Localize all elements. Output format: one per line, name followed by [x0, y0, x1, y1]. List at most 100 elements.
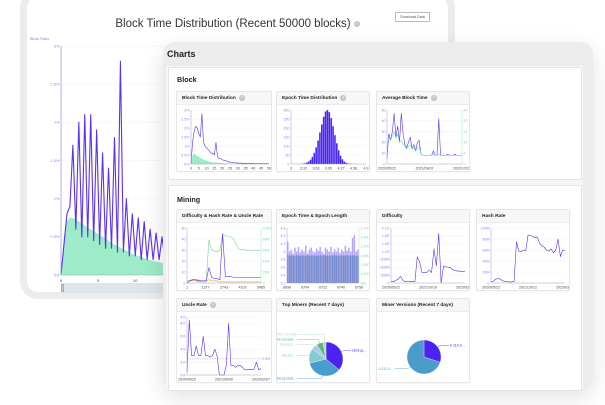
bar [347, 163, 349, 164]
top-miners-pie-chart: ckb1qz... ckb1qvda8... ckb1qz... ckb1qza...… [277, 333, 366, 381]
y-tick-label: 900M [381, 258, 390, 262]
help-icon[interactable]: ? [340, 94, 347, 101]
bar [313, 152, 316, 164]
miner-versions-pie-chart: 0.110.0 ... 0.111.0 ... [379, 339, 466, 375]
label-leader [297, 344, 315, 347]
bar [290, 255, 293, 283]
bar [317, 140, 319, 164]
y2-tick-label: 16 [464, 141, 468, 145]
bar [337, 255, 339, 283]
difficulty-hash-uncle-chart: 0 10 20 30 40 50 0 20M 40M 60M 80M 100M 1 1377 2743 410… [182, 226, 272, 290]
y-tick-label: 100M [481, 226, 490, 230]
bar [309, 159, 312, 164]
y2-tick-label: 20M [263, 270, 270, 274]
bar [324, 111, 327, 164]
card-difficulty-hash-uncle[interactable]: Difficulty & Hash Rate & Uncle Rate 0 10 2… [176, 209, 272, 291]
bar [335, 255, 338, 283]
card-header: Block Time Distribution? [177, 92, 271, 105]
x-tick-label: 25 [228, 167, 232, 171]
bar [355, 255, 357, 283]
y2-tick-label: 2,100 [361, 245, 370, 249]
y-tick-label: 250 [284, 117, 290, 121]
bar [292, 255, 294, 283]
y-tick-label: 0 [388, 281, 390, 285]
help-icon[interactable]: ? [430, 94, 437, 101]
line-series [187, 279, 261, 283]
bar [328, 255, 330, 283]
card-difficulty[interactable]: Difficulty 0 300M 600M 900M 1.2G 1.5G 1.8G 2.1G… [376, 209, 470, 291]
y2-tick-label: 0 [263, 281, 265, 285]
x-tick-label: 6704 [301, 286, 309, 290]
y2-tick-label: 40 [464, 108, 468, 112]
card-uncle-rate[interactable]: Uncle Rate? 0% 2% 4% 6% 8% 9% 2020/05/23 2021/0… [176, 298, 272, 383]
epoch-time-distribution-chart: 0 50 100 150 200 250 300 3 3.32 3.63 3.95 4.27 4.58 4… [284, 108, 369, 171]
scrollbar-handle[interactable] [61, 284, 64, 292]
block-time-distribution-large-chart: 0% 0.5% 1% 1.5% 2% 2.5% 3% 0 5 10 [50, 43, 166, 283]
card-hash-rate[interactable]: Hash Rate 0 20M 40M 60M 80M 100M 2020/05/22 202… [476, 209, 570, 291]
y-tick-label: 20 [382, 141, 386, 145]
y-tick-label: 600M [381, 266, 390, 270]
bar [308, 255, 311, 283]
charts-panel: Charts Block Mining Block Time Distribut… [163, 42, 593, 391]
y2-tick-label: 32 [464, 119, 468, 123]
y-tick-label: 0 [184, 281, 186, 285]
card-top-miners[interactable]: Top Miners (Recent 7 days) ckb1qz... ckb1… [276, 298, 370, 383]
y2-tick-label: 24 [464, 130, 468, 134]
x-tick-label: 4.9 [364, 167, 369, 171]
x-tick-label: 10 [133, 278, 138, 283]
card-epoch-time-length[interactable]: Epoch Time & Epoch Length 3.2 3.4 3.6 3.8 4 4… [276, 209, 370, 291]
y-tick-label: 300M [381, 273, 390, 277]
x-tick-label: 45 [259, 167, 263, 171]
y2-tick-label: 100M [263, 226, 272, 230]
section-title: Mining [177, 195, 201, 204]
y-tick-label: 0% [180, 373, 186, 377]
x-tick-label: 5485 [257, 286, 265, 290]
bar [341, 255, 343, 283]
y-tick-label: 40M [483, 259, 490, 263]
download-data-button[interactable]: Download Data [395, 12, 430, 22]
average-block-time-chart: 0 10 20 30 40 50 0 8 16 24 32 40 2020/05/22 2021/09/0… [378, 108, 470, 171]
x-tick-label: 2020/05/23 [178, 378, 196, 382]
bar [307, 161, 310, 164]
help-icon[interactable]: ? [238, 94, 245, 101]
y-tick-label: 60M [483, 248, 490, 252]
difficulty-chart: 0 300M 600M 900M 1.2G 1.5G 1.8G 2.1G 2020/05/22 2… [381, 226, 470, 289]
bar [324, 255, 327, 283]
bar [334, 135, 336, 164]
label-leader [395, 366, 411, 369]
bar [328, 112, 331, 164]
x-tick-label: 2021/10/12 [519, 286, 537, 290]
x-tick-label: 35 [244, 167, 248, 171]
bar [322, 116, 325, 164]
bar [342, 255, 345, 283]
y-tick-label: 50 [182, 226, 186, 230]
bar [296, 255, 298, 283]
y-tick-label: 30 [182, 248, 186, 252]
y-tick-label: 2% [180, 360, 186, 364]
x-tick-label: 6740 [337, 286, 345, 290]
x-tick-label: 2022/12/23 [453, 167, 470, 171]
x-tick-label: 40 [251, 167, 255, 171]
y-tick-label: 1% [54, 196, 60, 201]
y-tick-label: 8% [180, 322, 186, 326]
card-average-block-time[interactable]: Average Block Time? 0 10 20 30 40 50 0 8 16 24 32 4… [376, 91, 470, 172]
slice-label: ckb1qvda8... [277, 377, 296, 381]
y-tick-label: 0.5% [50, 234, 60, 239]
x-tick-label: 4103 [239, 286, 247, 290]
x-tick-label: 2743 [220, 286, 228, 290]
bar [332, 126, 334, 164]
chart-zoom-scrollbar[interactable] [61, 283, 171, 293]
x-tick-label: 5 [97, 278, 100, 283]
bar [323, 255, 325, 283]
card-epoch-time-distribution[interactable]: Epoch Time Distribution? 0 50 100 150 200 250… [276, 91, 370, 172]
bar [314, 255, 316, 283]
bar [301, 255, 303, 283]
help-icon[interactable]: ? [353, 20, 360, 27]
y-tick-label: 1.2G [382, 250, 390, 254]
y-tick-label: 3.6 [281, 266, 286, 270]
card-miner-versions[interactable]: Miner Versions (Recent 7 days) 0.110.0 .… [376, 298, 470, 383]
help-icon[interactable]: ? [209, 301, 216, 308]
y-tick-label: 1% [184, 144, 190, 148]
card-block-time-distribution[interactable]: Block Time Distribution? 0% 0.5% 1% 1.5% 2% 2… [176, 91, 272, 172]
y-tick-label: 50 [286, 153, 290, 157]
